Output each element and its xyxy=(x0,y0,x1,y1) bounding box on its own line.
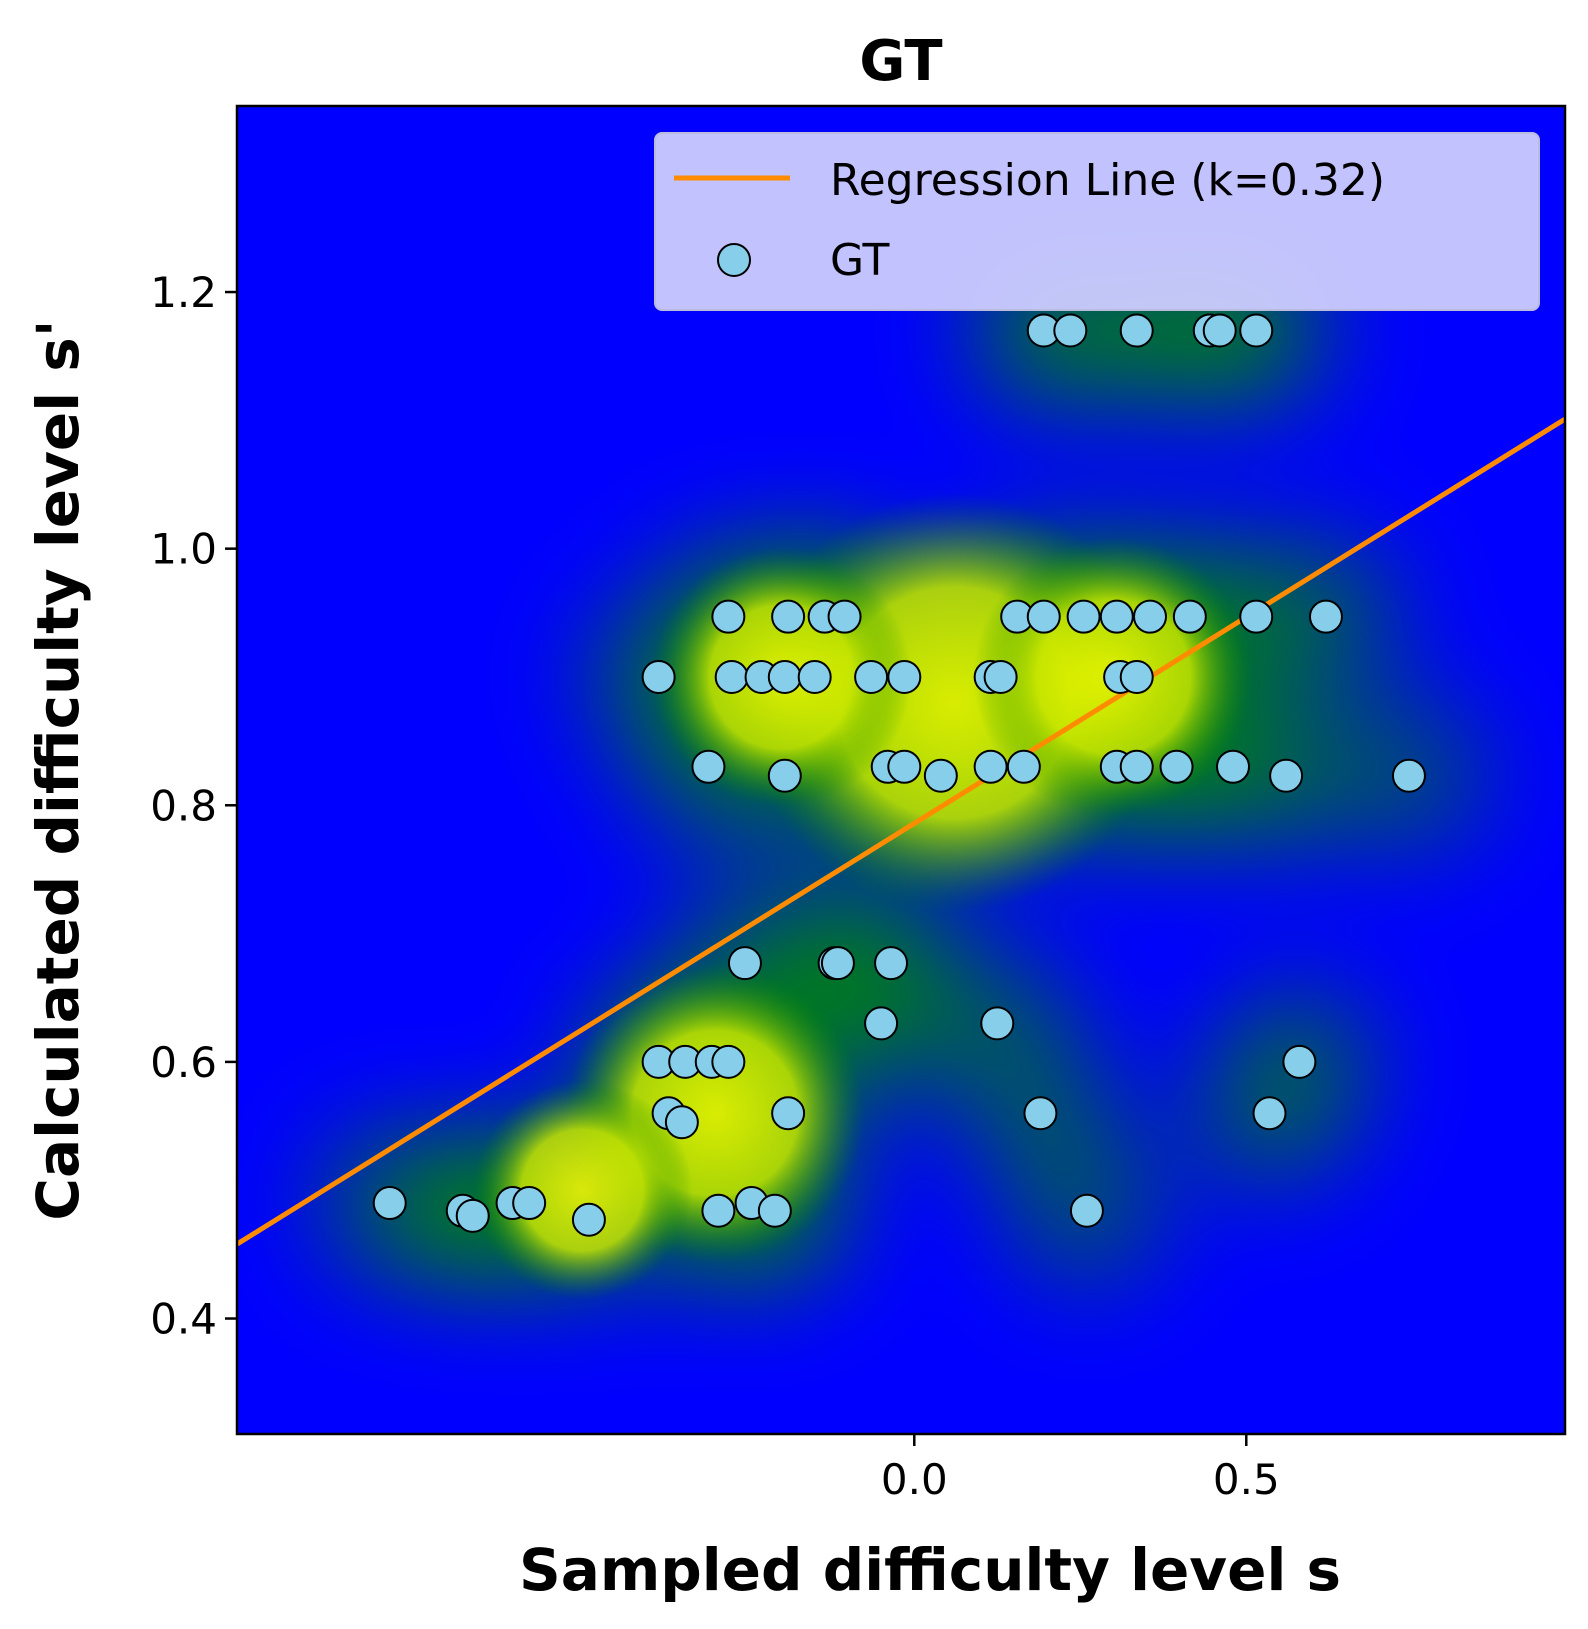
legend: Regression Line (k=0.32) GT xyxy=(654,132,1540,311)
y-axis-ticks: 0.4 0.6 0.8 1.0 1.2 xyxy=(150,268,237,1344)
y-tick-label: 1.0 xyxy=(150,525,217,574)
gt-point xyxy=(1269,758,1304,793)
gt-point xyxy=(864,1006,899,1041)
gt-point xyxy=(757,1193,792,1228)
gt-point xyxy=(771,1096,806,1131)
regression-line xyxy=(237,416,1565,1247)
x-axis-ticks: 0.0 0.5 xyxy=(881,1434,1280,1504)
gt-point xyxy=(711,1044,746,1079)
plot-frame xyxy=(235,104,1567,1436)
gt-point xyxy=(372,1186,407,1221)
gt-point xyxy=(1006,749,1041,784)
x-tick-label: 0.5 xyxy=(1213,1455,1280,1504)
gt-point xyxy=(455,1198,490,1233)
gt-point xyxy=(1308,599,1343,634)
legend-box xyxy=(654,132,1540,311)
gt-point xyxy=(1391,758,1426,793)
legend-regression-label: Regression Line (k=0.32) xyxy=(830,155,1385,206)
gt-point xyxy=(771,599,806,634)
x-tick-label: 0.0 xyxy=(881,1455,948,1504)
gt-point xyxy=(1119,749,1154,784)
gt-point xyxy=(641,659,676,694)
gt-point xyxy=(727,946,762,981)
gt-point xyxy=(1119,659,1154,694)
gt-point xyxy=(1023,1096,1058,1131)
gt-point xyxy=(1066,599,1101,634)
gt-point xyxy=(1172,599,1207,634)
y-tick-label: 0.8 xyxy=(150,781,217,830)
legend-gt-label: GT xyxy=(830,235,890,286)
gt-point xyxy=(1053,313,1088,348)
gt-point xyxy=(701,1193,736,1228)
gt-point xyxy=(1133,599,1167,634)
gt-point xyxy=(711,599,746,634)
legend-gt-swatch xyxy=(717,243,751,277)
plot-area xyxy=(237,106,1565,1434)
gt-point xyxy=(887,659,922,694)
gt-point xyxy=(714,659,749,694)
y-tick-label: 0.6 xyxy=(150,1038,217,1087)
density-hotspots xyxy=(472,492,1254,1301)
gt-point xyxy=(1069,1193,1104,1228)
gt-point xyxy=(1026,599,1061,634)
gt-point xyxy=(854,659,889,694)
gt-point xyxy=(887,749,922,784)
gt-point xyxy=(973,749,1008,784)
gt-point xyxy=(1119,313,1154,348)
y-axis-label: Calculated difficulty level s' xyxy=(24,319,92,1220)
x-axis-label: Sampled difficulty level s xyxy=(519,1536,1341,1604)
gt-point xyxy=(874,946,909,981)
gt-point xyxy=(923,758,958,793)
gt-point xyxy=(1239,599,1274,634)
y-tick-label: 0.4 xyxy=(150,1295,217,1344)
chart-title: GT xyxy=(859,29,942,94)
gt-point xyxy=(767,659,802,694)
gt-point xyxy=(1099,599,1134,634)
gt-point xyxy=(1216,749,1250,784)
gt-point xyxy=(980,1006,1015,1041)
gt-point xyxy=(1202,313,1237,348)
gt-point xyxy=(820,946,855,981)
gt-point xyxy=(571,1202,606,1237)
gt-point xyxy=(983,659,1018,694)
y-tick-label: 1.2 xyxy=(150,268,217,317)
gt-point xyxy=(767,758,802,793)
gt-point xyxy=(1239,313,1274,348)
gt-point xyxy=(1252,1096,1287,1131)
gt-point xyxy=(664,1105,699,1140)
gt-point xyxy=(797,659,832,694)
gt-point xyxy=(691,749,726,784)
gt-point xyxy=(1282,1044,1317,1079)
gt-points xyxy=(372,313,1426,1237)
gt-point xyxy=(512,1186,547,1221)
gt-point xyxy=(827,599,862,634)
gt-point xyxy=(1159,749,1194,784)
heat-hotspot xyxy=(472,1080,693,1301)
